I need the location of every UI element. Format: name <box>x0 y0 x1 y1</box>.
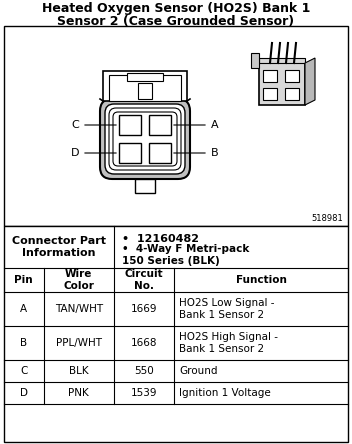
Polygon shape <box>305 58 315 105</box>
Polygon shape <box>251 53 259 68</box>
Bar <box>119 143 141 163</box>
Bar <box>4 26 348 226</box>
Text: •  12160482: • 12160482 <box>122 234 199 244</box>
Text: B: B <box>211 148 219 158</box>
Text: PNK: PNK <box>68 388 89 398</box>
Text: Ignition 1 Voltage: Ignition 1 Voltage <box>179 388 271 398</box>
Text: C: C <box>71 120 79 130</box>
Bar <box>127 73 163 81</box>
Bar <box>263 70 277 82</box>
Text: Function: Function <box>236 275 287 285</box>
Text: PPL/WHT: PPL/WHT <box>56 338 102 348</box>
Text: 1668: 1668 <box>131 338 157 348</box>
Text: Circuit
No.: Circuit No. <box>125 269 163 291</box>
Text: C: C <box>20 366 27 376</box>
Bar <box>259 58 305 63</box>
Bar <box>285 88 299 100</box>
FancyBboxPatch shape <box>109 108 181 170</box>
Text: 550: 550 <box>134 366 154 376</box>
Text: D: D <box>20 388 28 398</box>
Bar <box>263 88 277 100</box>
Text: Sensor 2 (Case Grounded Sensor): Sensor 2 (Case Grounded Sensor) <box>57 15 295 28</box>
Text: Heated Oxygen Sensor (HO2S) Bank 1: Heated Oxygen Sensor (HO2S) Bank 1 <box>42 2 310 15</box>
Text: Pin: Pin <box>14 275 33 285</box>
Text: B: B <box>20 338 27 348</box>
Text: HO2S Low Signal -
Bank 1 Sensor 2: HO2S Low Signal - Bank 1 Sensor 2 <box>179 298 275 320</box>
Text: 1669: 1669 <box>131 304 157 314</box>
Bar <box>4 226 348 442</box>
Bar <box>109 75 181 101</box>
Text: 518981: 518981 <box>311 214 343 223</box>
Bar <box>149 143 171 163</box>
Text: HO2S High Signal -
Bank 1 Sensor 2: HO2S High Signal - Bank 1 Sensor 2 <box>179 332 278 354</box>
Bar <box>103 71 187 101</box>
Bar <box>135 179 155 193</box>
Text: 1539: 1539 <box>131 388 157 398</box>
Text: A: A <box>211 120 219 130</box>
Bar <box>138 83 152 99</box>
FancyBboxPatch shape <box>113 112 177 166</box>
Text: Connector Part
Information: Connector Part Information <box>12 236 106 258</box>
Bar <box>285 70 299 82</box>
Text: Ground: Ground <box>179 366 218 376</box>
FancyBboxPatch shape <box>100 99 190 179</box>
Bar <box>119 115 141 135</box>
Text: BLK: BLK <box>69 366 89 376</box>
FancyBboxPatch shape <box>105 104 185 174</box>
Text: A: A <box>20 304 27 314</box>
Text: Wire
Color: Wire Color <box>63 269 94 291</box>
Text: TAN/WHT: TAN/WHT <box>55 304 103 314</box>
Text: D: D <box>70 148 79 158</box>
Bar <box>259 63 305 105</box>
Text: •  4-Way F Metri-pack
150 Series (BLK): • 4-Way F Metri-pack 150 Series (BLK) <box>122 244 250 266</box>
Bar <box>149 115 171 135</box>
